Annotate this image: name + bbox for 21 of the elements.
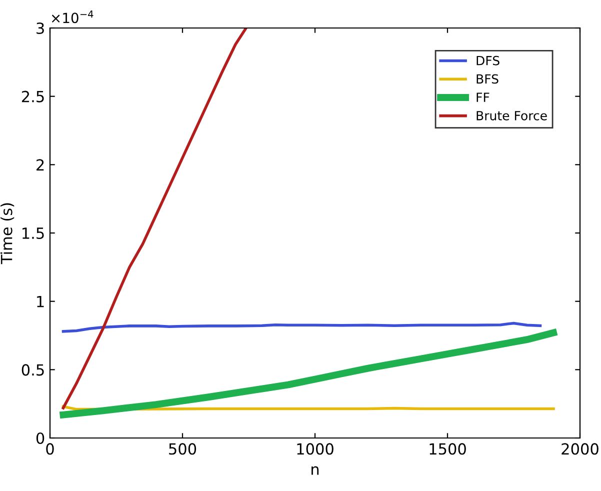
legend-label: FF (476, 92, 490, 102)
y-tick-label: 1.5 (22, 228, 44, 240)
y-axis-title: Time (s) (0, 203, 14, 264)
x-tick-label: 0 (46, 443, 54, 455)
y-tick-label: 0.5 (22, 364, 44, 376)
line-series (62, 28, 248, 410)
y-tick-label: 1 (37, 296, 44, 308)
y-tick-label: 0 (36, 432, 44, 444)
legend-label: DFS (476, 56, 500, 66)
legend-label: Brute Force (476, 111, 547, 120)
y-tick-label: 2 (36, 159, 44, 170)
text: ×10$^{−4}$ (52, 10, 94, 24)
x-tick-label: 1000 (297, 443, 334, 455)
x-tick-label: 1500 (430, 443, 466, 455)
y-tick-label: 2.5 (22, 90, 44, 102)
x-axis-title: n (312, 466, 319, 475)
x-tick-label: 500 (169, 443, 196, 455)
line-series (62, 322, 542, 333)
legend-label: BFS (476, 74, 498, 84)
x-tick-label: 2000 (562, 443, 598, 455)
y-tick-label: 3 (36, 22, 44, 34)
